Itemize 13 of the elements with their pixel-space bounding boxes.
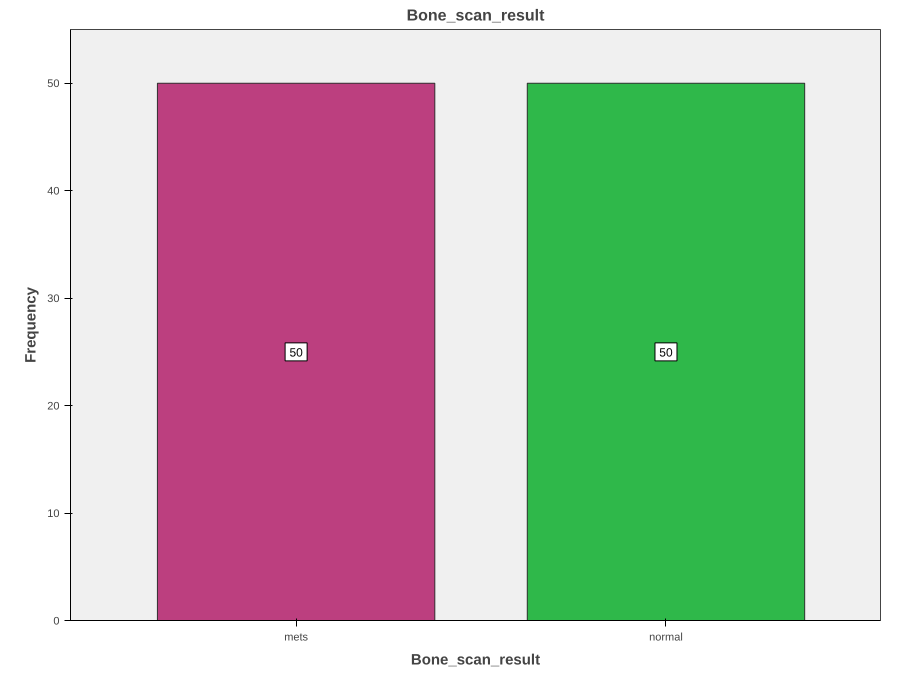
x-tick-label: mets bbox=[284, 632, 309, 644]
x-axis-title: Bone_scan_result bbox=[410, 652, 540, 668]
y-tick-label: 40 bbox=[47, 186, 60, 198]
chart-title: Bone_scan_result bbox=[406, 8, 546, 24]
data-label: 50 bbox=[289, 345, 304, 360]
y-tick-label: 0 bbox=[53, 616, 60, 628]
y-tick-label: 30 bbox=[47, 293, 60, 306]
y-tick-label: 20 bbox=[47, 400, 60, 413]
data-label: 50 bbox=[659, 345, 673, 360]
y-tick-label: 10 bbox=[47, 508, 60, 520]
y-tick-label: 50 bbox=[47, 78, 60, 90]
y-axis-title: Frequency bbox=[22, 286, 40, 363]
x-tick-label: normal bbox=[649, 632, 683, 644]
